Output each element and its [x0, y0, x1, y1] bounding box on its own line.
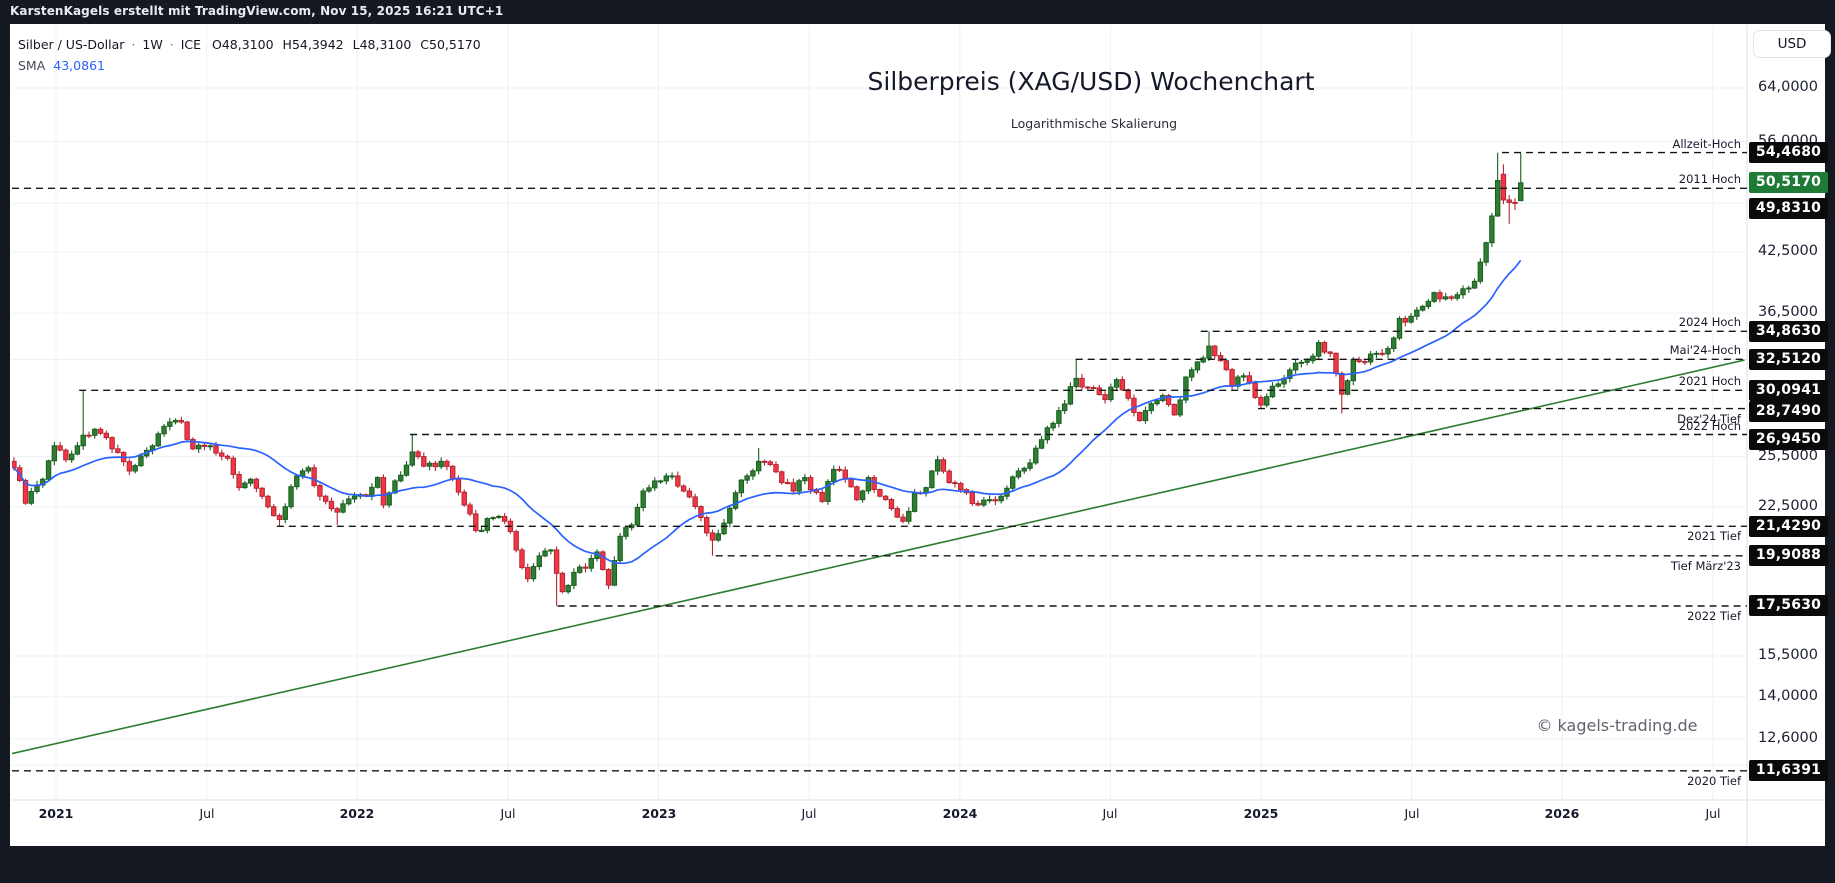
price-axis-label[interactable]: 14,0000: [1758, 688, 1818, 704]
time-axis-label[interactable]: Jul: [199, 806, 215, 821]
time-axis-label[interactable]: Jul: [500, 806, 516, 821]
level-annotation: 2021 Hoch: [1678, 374, 1741, 388]
legend-symbol[interactable]: Silber / US-Dollar: [18, 37, 125, 52]
level-annotation: 2020 Tief: [1687, 774, 1741, 788]
legend-o-value: O48,3100: [212, 37, 274, 52]
time-axis-label[interactable]: 2022: [339, 806, 375, 821]
level-annotation: 2024 Hoch: [1678, 315, 1741, 329]
support-trendline[interactable]: [12, 359, 1745, 755]
price-axis-label[interactable]: 12,6000: [1758, 730, 1818, 746]
candles-group: [12, 152, 1524, 606]
last-price-label: 50,5170: [1749, 172, 1828, 193]
time-axis-label[interactable]: 2026: [1544, 806, 1580, 821]
top-attribution-bar: KarstenKagels erstellt mit TradingView.c…: [0, 0, 1835, 24]
level-price-label-2022 Hoch: 26,9450: [1749, 429, 1828, 450]
sma-label[interactable]: SMA: [18, 58, 46, 73]
level-price-label-Dez'24-Tief: 28,7490: [1749, 401, 1828, 422]
level-annotation: 2021 Tief: [1687, 529, 1741, 543]
time-axis-label[interactable]: Jul: [1404, 806, 1420, 821]
level-price-label-2021 Tief: 21,4290: [1749, 516, 1828, 537]
price-axis-label[interactable]: 25,5000: [1758, 448, 1818, 464]
chart-subtitle: Logarithmische Skalierung: [1010, 116, 1178, 131]
bottom-brand-bar: TradingView: [0, 846, 1835, 883]
legend-separator: ·: [131, 37, 136, 52]
sma-value: 43,0861: [53, 58, 105, 73]
time-axis-label[interactable]: Jul: [1705, 806, 1721, 821]
level-price-label-2022 Tief: 17,5630: [1749, 595, 1828, 616]
level-price-label-Tief März'23: 19,9088: [1749, 545, 1828, 566]
sma-line[interactable]: [13, 259, 1522, 565]
chart-title: Silberpreis (XAG/USD) Wochenchart: [867, 67, 1315, 96]
legend-h-value: H54,3942: [282, 37, 344, 52]
legend-exchange: ICE: [180, 37, 202, 52]
price-axis-label[interactable]: 36,5000: [1758, 304, 1818, 320]
time-axis-label[interactable]: Jul: [801, 806, 817, 821]
legend-interval[interactable]: 1W: [142, 37, 163, 52]
level-price-label-2021 Hoch: 30,0941: [1749, 380, 1828, 401]
level-annotation: Allzeit-Hoch: [1672, 137, 1741, 151]
level-annotation: Tief März'23: [1670, 559, 1741, 573]
price-axis-label[interactable]: 15,5000: [1758, 647, 1818, 663]
level-annotation: Mai'24-Hoch: [1669, 343, 1741, 357]
legend-l-value: L48,3100: [352, 37, 412, 52]
level-price-label-2011 Hoch: 49,8310: [1749, 198, 1828, 219]
level-annotation: 2022 Hoch: [1678, 419, 1741, 433]
level-price-label-2020 Tief: 11,6391: [1749, 760, 1828, 781]
time-axis-label[interactable]: Jul: [1102, 806, 1118, 821]
legend-ohlc-values: O48,3100 H54,3942 L48,3100 C50,5170: [212, 37, 481, 52]
time-axis-label[interactable]: 2025: [1243, 806, 1279, 821]
currency-unit-button[interactable]: USD: [1753, 30, 1831, 58]
legend-separator: ·: [169, 37, 174, 52]
level-price-label-Allzeit-Hoch: 54,4680: [1749, 142, 1828, 163]
price-axis-label[interactable]: 22,5000: [1758, 498, 1818, 514]
time-axis-label[interactable]: 2023: [641, 806, 677, 821]
symbol-legend: Silber / US-Dollar · 1W · ICE O48,3100 H5…: [18, 37, 481, 52]
legend-c-value: C50,5170: [420, 37, 481, 52]
attribution-text: KarstenKagels erstellt mit TradingView.c…: [10, 4, 504, 18]
sma-legend: SMA 43,0861: [18, 58, 105, 73]
level-annotation: 2022 Tief: [1687, 609, 1741, 623]
watermark: © kagels-trading.de: [1536, 716, 1698, 735]
level-annotation: 2011 Hoch: [1678, 172, 1741, 186]
price-axis-label[interactable]: 42,5000: [1758, 243, 1818, 259]
time-axis-label[interactable]: 2024: [942, 806, 978, 821]
time-axis-label[interactable]: 2021: [38, 806, 74, 821]
price-axis-label[interactable]: 64,0000: [1758, 79, 1818, 95]
level-price-label-2024 Hoch: 34,8630: [1749, 321, 1828, 342]
level-price-label-Mai'24-Hoch: 32,5120: [1749, 349, 1828, 370]
level-annotation: Dez'24-Tief: [1677, 412, 1741, 426]
